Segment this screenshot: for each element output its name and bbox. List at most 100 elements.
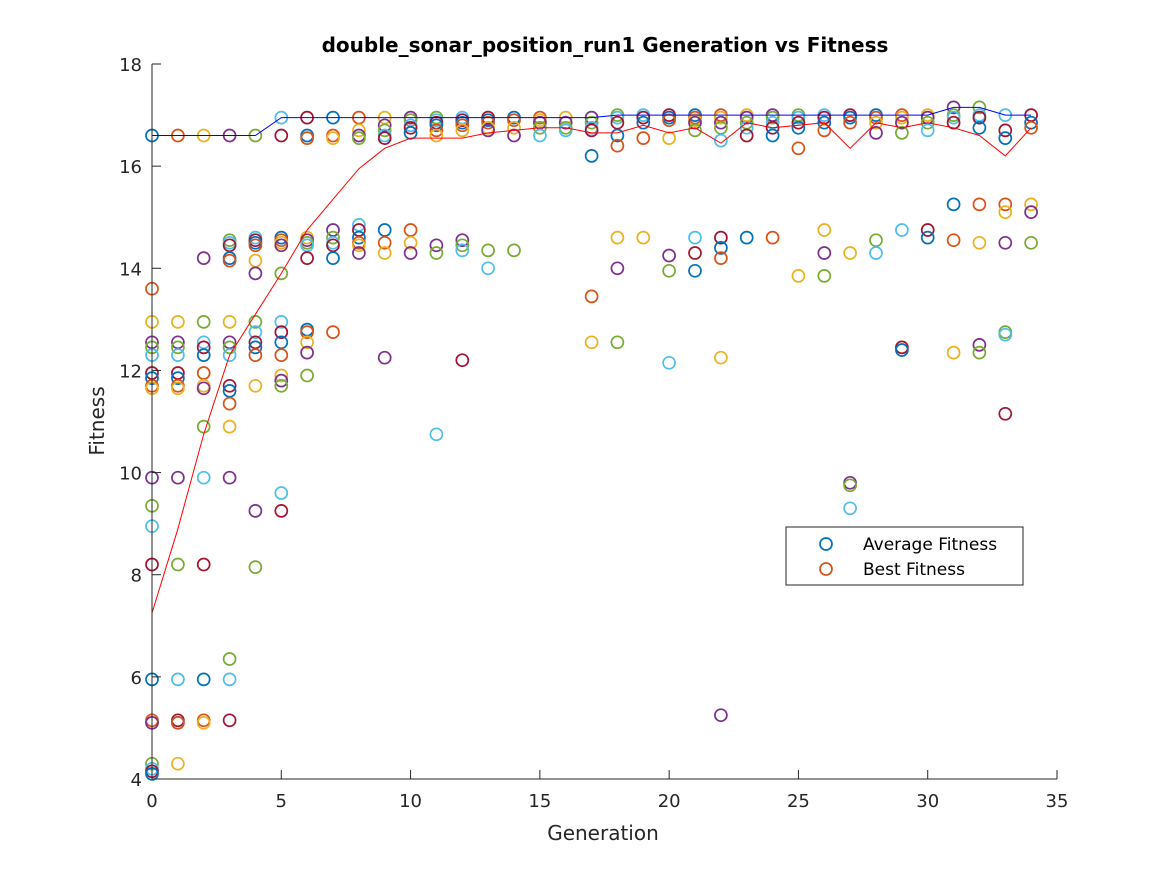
- fitness-point: [171, 715, 185, 730]
- fitness-point: [895, 110, 909, 125]
- fitness-point: [662, 355, 676, 370]
- plot-area: [145, 100, 1038, 781]
- fitness-point: [171, 348, 185, 362]
- fitness-point: [429, 118, 444, 133]
- y-tick-label: 4: [131, 770, 142, 791]
- fitness-point: [714, 350, 728, 365]
- fitness-point: [326, 325, 340, 339]
- fitness-point: [895, 223, 909, 237]
- fitness-point: [300, 368, 314, 383]
- fitness-point: [610, 335, 625, 350]
- fitness-point: [274, 325, 289, 339]
- fitness-point: [895, 343, 909, 357]
- fitness-point: [352, 123, 366, 138]
- fitness-point: [171, 557, 185, 572]
- fitness-point: [1024, 205, 1038, 219]
- fitness-point: [352, 131, 366, 145]
- fitness-point: [171, 756, 185, 771]
- fitness-point: [274, 266, 289, 281]
- fitness-point: [1024, 235, 1038, 250]
- fitness-point: [662, 263, 676, 278]
- fitness-point: [765, 230, 780, 245]
- fitness-point: [326, 230, 340, 245]
- fitness-point: [998, 123, 1013, 138]
- series-line-1: [152, 106, 1032, 136]
- fitness-point: [817, 269, 832, 283]
- fitness-point: [222, 348, 237, 362]
- fitness-point: [274, 348, 289, 362]
- fitness-point: [714, 241, 728, 255]
- fitness-point: [610, 261, 625, 276]
- fitness-point: [895, 115, 909, 130]
- fitness-point: [843, 478, 857, 493]
- fitness-point: [610, 230, 625, 245]
- fitness-point: [558, 115, 573, 130]
- fitness-point: [248, 325, 263, 339]
- fitness-point: [920, 115, 935, 130]
- fitness-point: [222, 713, 237, 728]
- x-tick-label: 25: [787, 791, 810, 812]
- fitness-point: [817, 246, 832, 260]
- fitness-point: [171, 672, 185, 687]
- fitness-point: [222, 470, 237, 485]
- fitness-point: [300, 345, 314, 360]
- y-tick-label: 12: [119, 361, 142, 382]
- fitness-point: [274, 315, 289, 329]
- fitness-point: [248, 238, 263, 253]
- fitness-point: [584, 149, 599, 163]
- fitness-point: [481, 123, 495, 138]
- fitness-point: [920, 123, 935, 138]
- fitness-point: [1024, 120, 1038, 135]
- fitness-point: [636, 230, 651, 245]
- fitness-point: [222, 253, 237, 268]
- fitness-point: [300, 251, 314, 265]
- x-tick-label: 0: [146, 791, 157, 812]
- fitness-point: [274, 373, 289, 388]
- fitness-point: [843, 501, 857, 516]
- fitness-point: [791, 120, 806, 135]
- y-tick-label: 6: [131, 668, 142, 689]
- fitness-point: [946, 110, 961, 125]
- fitness-point: [429, 128, 444, 143]
- fitness-point: [507, 113, 521, 128]
- fitness-point: [869, 233, 883, 248]
- legend-label: Best Fitness: [863, 560, 965, 580]
- fitness-point: [662, 248, 676, 263]
- fitness-point: [222, 378, 237, 393]
- fitness-point: [714, 110, 728, 125]
- fitness-point: [843, 115, 857, 130]
- fitness-point: [972, 197, 987, 212]
- series-line-0: [151, 122, 1032, 614]
- fitness-point: [196, 672, 211, 687]
- fitness-point: [636, 115, 651, 130]
- fitness-point: [222, 315, 237, 329]
- fitness-point: [584, 115, 599, 130]
- fitness-point: [352, 230, 366, 245]
- fitness-point: [714, 133, 728, 148]
- fitness-point: [739, 110, 754, 125]
- fitness-point: [946, 233, 961, 248]
- fitness-point: [377, 131, 392, 145]
- fitness-point: [946, 115, 961, 130]
- fitness-point: [196, 715, 211, 730]
- fitness-point: [403, 120, 418, 135]
- fitness-point: [326, 251, 340, 265]
- fitness-point: [507, 128, 521, 143]
- fitness-point: [584, 335, 599, 350]
- legend: Average Fitness Best Fitness: [785, 526, 1024, 586]
- fitness-point: [1024, 115, 1038, 130]
- fitness-point: [429, 238, 444, 253]
- fitness-point: [300, 325, 314, 339]
- fitness-point: [998, 406, 1013, 421]
- fitness-point: [998, 197, 1013, 212]
- fitness-point: [610, 138, 625, 153]
- fitness-point: [972, 235, 987, 250]
- fitness-point: [171, 371, 185, 385]
- fitness-point: [248, 340, 263, 355]
- fitness-point: [481, 243, 495, 258]
- fitness-point: [507, 120, 521, 135]
- fitness-point: [714, 251, 728, 265]
- fitness-point: [817, 123, 832, 138]
- fitness-point: [455, 118, 470, 133]
- x-tick-label: 15: [528, 791, 551, 812]
